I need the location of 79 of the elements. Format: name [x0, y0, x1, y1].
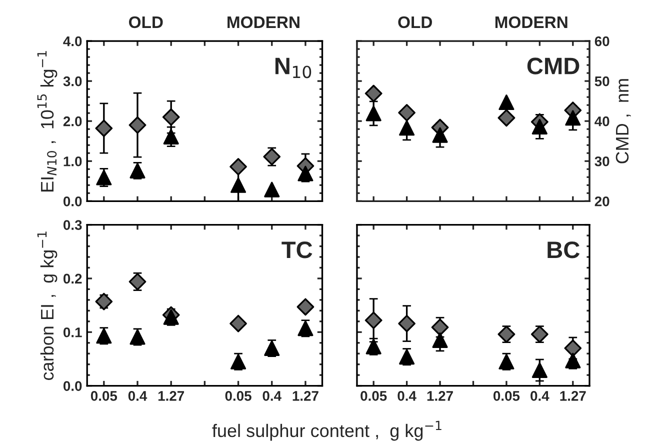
x-tick-label: 1.27	[560, 391, 586, 401]
point	[398, 104, 416, 122]
point	[399, 349, 415, 365]
point	[532, 362, 548, 378]
y2-tick-label: 30	[594, 156, 610, 166]
text: MODERN	[495, 16, 568, 28]
point	[264, 182, 280, 198]
y-tick-label: 0.0	[63, 381, 82, 391]
y2-axis-title: CMD , nm	[616, 79, 631, 164]
y-tick-label: 3.0	[63, 76, 82, 86]
point	[399, 120, 415, 136]
annotation: CMD	[527, 58, 580, 74]
point	[230, 354, 246, 370]
x-tick-label: 0.4	[398, 391, 416, 401]
y-tick-label: 1.0	[64, 156, 82, 166]
point	[230, 158, 247, 176]
text: OLD	[128, 16, 163, 28]
point	[498, 109, 516, 127]
point	[96, 170, 112, 186]
point	[432, 332, 448, 348]
point	[364, 84, 382, 102]
x-tick-label: 1.27	[158, 391, 184, 401]
x-tick-label: 0.05	[225, 391, 252, 401]
y-tick-label: 0.0	[63, 196, 82, 206]
point	[130, 329, 146, 345]
x-tick-label: 0.4	[128, 391, 148, 401]
y2-tick-label: 50	[594, 76, 610, 86]
point	[432, 127, 448, 143]
point	[366, 106, 382, 122]
point	[498, 354, 514, 370]
x-tick-label: 0.4	[262, 391, 282, 401]
point	[96, 328, 112, 344]
y2-tick-label: 60	[594, 36, 610, 46]
x-axis-title: fuel sulphur content , g kg$^{−1}$	[212, 420, 442, 441]
y-tick-label: 2.0	[63, 116, 82, 126]
point	[162, 108, 180, 126]
point	[530, 326, 548, 343]
point	[296, 298, 314, 316]
annotation: N$_{10}$	[275, 58, 312, 78]
point	[95, 292, 113, 310]
y2-tick-label: 40	[594, 116, 610, 126]
point	[163, 128, 179, 144]
point	[128, 272, 146, 290]
point	[498, 326, 516, 343]
y-tick-label: 0.1	[63, 327, 82, 338]
point	[230, 177, 246, 193]
text: MODERN	[228, 16, 300, 28]
point	[128, 116, 146, 134]
x-tick-label: 1.27	[427, 391, 453, 401]
point	[364, 312, 382, 330]
point	[564, 340, 582, 357]
point	[230, 314, 247, 332]
x-tick-label: 0.05	[360, 391, 387, 401]
x-tick-label: 0.05	[493, 391, 520, 401]
x-tick-label: 0.4	[530, 391, 550, 401]
y-tick-label: 0.2	[63, 274, 82, 284]
point	[431, 318, 449, 336]
point	[532, 118, 548, 134]
point	[498, 94, 514, 110]
x-tick-label: 0.05	[90, 391, 118, 401]
y-axis-title: EI$_{N10}$ , 10$^{15}$ kg$^{−1}$	[37, 51, 58, 192]
point	[130, 162, 146, 179]
annotation: TC	[282, 242, 312, 258]
point	[263, 148, 281, 166]
x-tick-label: 1.27	[292, 391, 318, 401]
point	[565, 110, 581, 126]
point	[95, 120, 113, 137]
annotation: BC	[548, 242, 580, 258]
point	[264, 340, 280, 356]
text: OLD	[398, 16, 432, 28]
point	[163, 309, 179, 325]
point	[298, 320, 314, 336]
y-axis-title: carbon EI , g kg$^{−1}$	[37, 232, 58, 380]
y-tick-label: 0.3	[63, 220, 82, 230]
point	[398, 314, 416, 332]
y2-tick-label: 20	[594, 196, 610, 206]
y-tick-label: 4.0	[63, 36, 82, 46]
point	[298, 166, 314, 182]
point	[565, 352, 581, 368]
